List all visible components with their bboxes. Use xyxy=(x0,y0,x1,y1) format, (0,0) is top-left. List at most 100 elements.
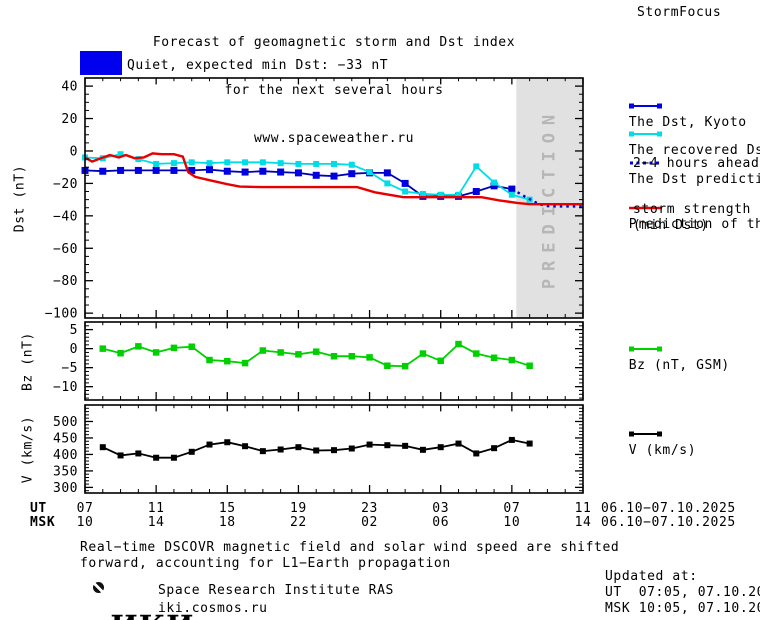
bz-ytick-label: −5 xyxy=(61,361,78,376)
marker xyxy=(99,345,107,352)
series-bz-nt-gsm- xyxy=(102,343,530,368)
marker xyxy=(526,362,533,370)
v-ytick-label: 500 xyxy=(53,415,78,430)
marker xyxy=(331,447,337,454)
dst-axis-label: Dst (nT) xyxy=(12,164,28,233)
marker xyxy=(473,450,480,457)
marker xyxy=(330,352,338,360)
marker xyxy=(117,349,124,357)
marker xyxy=(188,159,195,166)
footer-note-2: forward, accounting for L1−Earth propaga… xyxy=(80,556,451,571)
ut-tick-label: 19 xyxy=(289,501,307,516)
marker xyxy=(331,160,337,167)
org-name: Space Research Institute RAS xyxy=(158,583,394,598)
marker xyxy=(490,182,498,190)
marker xyxy=(224,357,231,365)
iki-logo-text: ИКИ xyxy=(110,609,194,620)
msk-tick-label: 10 xyxy=(76,515,94,530)
dst-ytick-label: 40 xyxy=(61,80,78,95)
legend-label-dst-kyoto: The Dst, Kyoto xyxy=(628,115,747,130)
marker xyxy=(312,171,320,179)
ut-date-range: 06.10−07.10.2025 xyxy=(601,501,736,516)
page-title: Forecast of geomagnetic storm and Dst in… xyxy=(85,5,583,176)
marker xyxy=(419,446,426,453)
msk-row-label: MSK xyxy=(30,515,56,530)
marker xyxy=(117,452,124,459)
marker xyxy=(419,190,426,197)
marker xyxy=(313,447,320,454)
iki-logo-dish-icon xyxy=(93,582,104,593)
marker xyxy=(206,441,213,448)
title-line-1: Forecast of geomagnetic storm and Dst in… xyxy=(152,35,516,50)
dst-ytick-label: 0 xyxy=(70,144,78,159)
dst-ytick-label: −100 xyxy=(45,307,78,322)
iki-logo: ИКИ xyxy=(66,582,195,620)
marker xyxy=(455,440,462,447)
marker xyxy=(384,362,391,370)
marker xyxy=(117,151,124,158)
marker xyxy=(259,159,266,166)
legend-item-bz: Bz (nT, GSM) xyxy=(595,327,730,388)
marker xyxy=(152,349,160,356)
marker xyxy=(402,188,409,195)
marker xyxy=(402,442,409,449)
marker xyxy=(277,168,285,176)
marker xyxy=(490,354,498,362)
series-the-recovered-dst xyxy=(84,153,530,201)
marker xyxy=(437,191,444,198)
marker xyxy=(508,356,516,364)
dst-prediction-swatch-icon xyxy=(629,157,665,172)
marker xyxy=(224,439,231,446)
marker xyxy=(241,168,249,176)
org-site: iki.cosmos.ru xyxy=(158,601,268,616)
marker xyxy=(242,443,249,450)
ut-tick-label: 03 xyxy=(432,501,450,516)
marker xyxy=(153,454,160,461)
title-line-3: www.spaceweather.ru xyxy=(253,131,415,146)
marker xyxy=(313,160,320,167)
marker xyxy=(348,352,356,360)
legend-label-prediction-1: The Dst prediction xyxy=(628,172,760,187)
marker xyxy=(259,167,267,175)
dst-ytick-label: −40 xyxy=(53,209,78,224)
marker xyxy=(170,166,178,174)
marker xyxy=(188,166,196,174)
msk-tick-label: 10 xyxy=(503,515,521,530)
marker xyxy=(437,444,444,451)
marker xyxy=(117,166,125,174)
ut-row-label: UT xyxy=(30,501,47,516)
marker xyxy=(419,350,427,357)
marker xyxy=(401,362,409,370)
msk-date-range: 06.10−07.10.2025 xyxy=(601,515,736,530)
marker xyxy=(401,179,409,187)
dst-panel: 40 20 0 −20 −40 −60 −80 −100 xyxy=(45,77,584,322)
msk-tick-label: 18 xyxy=(218,515,236,530)
marker xyxy=(294,169,302,177)
marker xyxy=(384,180,391,187)
updated-at-ut: UT 07:05, 07.10.2025 xyxy=(605,585,760,600)
status-swatch xyxy=(80,51,122,75)
marker xyxy=(223,167,231,175)
marker xyxy=(188,448,195,455)
msk-tick-row: 10 14 18 22 02 06 10 14 xyxy=(0,515,760,530)
legend-label-storm-1: Prediction of the xyxy=(628,217,760,232)
marker xyxy=(242,159,249,166)
marker xyxy=(259,448,266,455)
v-axis-label: V (km/s) xyxy=(20,415,36,484)
footer-note-1: Real−time DSCOVR magnetic field and sola… xyxy=(80,540,620,555)
marker xyxy=(99,444,106,451)
marker xyxy=(206,166,213,174)
legend-item-prediction: The Dst prediction xyxy=(595,141,760,202)
marker xyxy=(472,188,480,196)
marker xyxy=(312,348,320,355)
marker xyxy=(206,356,213,364)
dst-frame xyxy=(84,77,584,319)
msk-tick-label: 22 xyxy=(289,515,307,530)
legend-label-bz: Bz (nT, GSM) xyxy=(628,358,730,373)
legend-label-recovered: The recovered Dst xyxy=(628,143,760,158)
legend-label-prediction-2: 2−4 hours ahead xyxy=(633,156,760,171)
v-swatch-icon xyxy=(628,428,665,443)
bz-swatch-icon xyxy=(628,343,665,358)
legend-item-dst-kyoto: The Dst, Kyoto xyxy=(595,84,747,145)
